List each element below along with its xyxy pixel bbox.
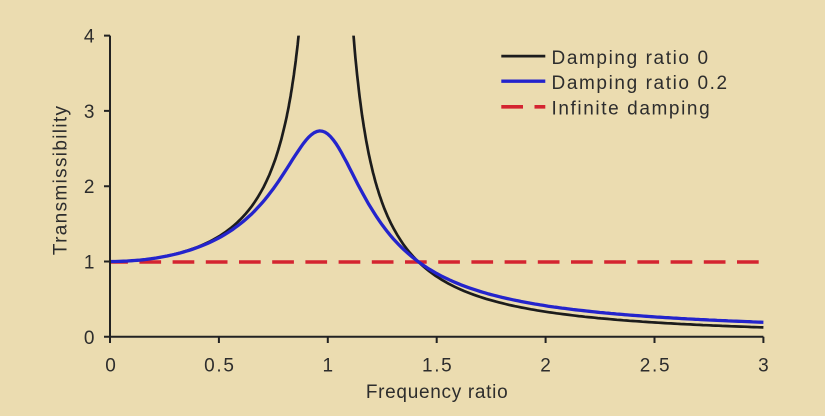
svg-text:Damping ratio 0: Damping ratio 0 [552,48,710,69]
svg-text:4: 4 [84,27,95,48]
svg-text:Infinite damping: Infinite damping [552,98,712,119]
svg-text:Damping ratio 0.2: Damping ratio 0.2 [552,73,729,94]
svg-text:Transmissibility: Transmissibility [51,105,72,255]
svg-text:1: 1 [323,356,334,377]
svg-text:1: 1 [84,253,95,274]
svg-text:1.5: 1.5 [422,356,454,377]
svg-text:0.5: 0.5 [204,356,236,377]
svg-text:3: 3 [84,102,95,123]
svg-text:0: 0 [84,328,95,349]
svg-text:2: 2 [84,177,95,198]
svg-text:Frequency ratio: Frequency ratio [366,382,509,403]
svg-text:0: 0 [105,356,116,377]
svg-text:3: 3 [758,356,769,377]
svg-text:2.5: 2.5 [640,356,672,377]
svg-text:2: 2 [540,356,551,377]
